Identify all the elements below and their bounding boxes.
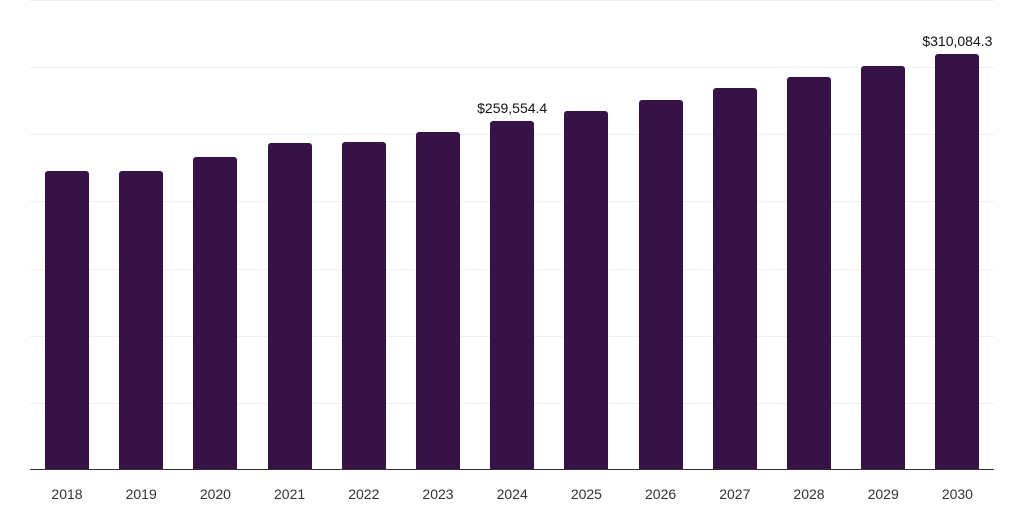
bar-2020[interactable] [193, 156, 238, 470]
bar-2030[interactable] [935, 53, 980, 470]
x-axis-label: 2025 [570, 486, 602, 502]
bar-2022[interactable] [341, 141, 386, 470]
gridline [30, 67, 994, 68]
gridline [30, 0, 994, 1]
bar-2029[interactable] [861, 65, 906, 470]
value-label: $310,084.3 [922, 32, 993, 49]
bar-2019[interactable] [119, 170, 164, 470]
x-axis-label: 2026 [645, 486, 677, 502]
bar-2024[interactable] [490, 121, 535, 470]
x-axis-line [30, 469, 994, 470]
bar-2025[interactable] [564, 110, 609, 470]
value-label: $259,554.4 [477, 100, 548, 117]
x-axis-label: 2024 [496, 486, 528, 502]
x-axis-label: 2022 [348, 486, 380, 502]
bar-2027[interactable] [712, 88, 757, 470]
x-axis-label: 2027 [719, 486, 751, 502]
bar-2018[interactable] [45, 170, 89, 470]
bar-2026[interactable] [638, 99, 683, 470]
x-axis-label: 2018 [51, 486, 83, 502]
x-axis-label: 2019 [125, 486, 157, 502]
x-axis-label: 2030 [941, 486, 973, 502]
x-axis-label: 2020 [199, 486, 231, 502]
x-axis-label: 2028 [793, 486, 825, 502]
x-axis-label: 2029 [867, 486, 899, 502]
bar-2021[interactable] [267, 142, 312, 470]
x-axis-label: 2021 [274, 486, 306, 502]
x-axis-label: 2023 [422, 486, 454, 502]
bar-2028[interactable] [787, 77, 831, 470]
bar-2023[interactable] [416, 131, 460, 470]
